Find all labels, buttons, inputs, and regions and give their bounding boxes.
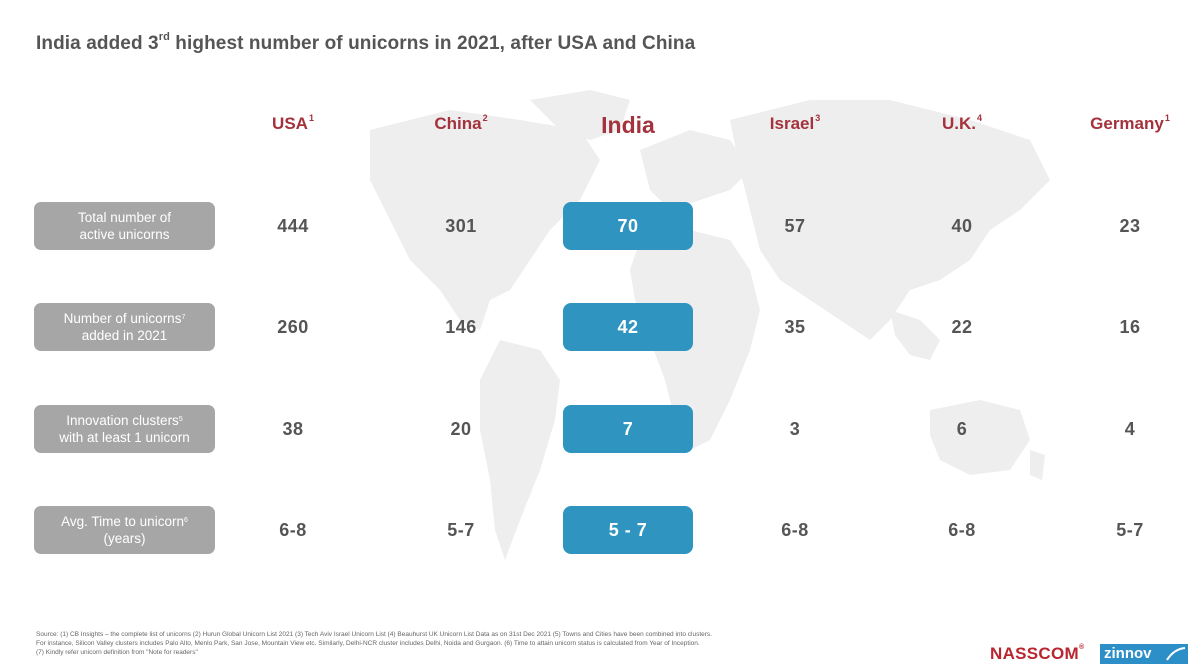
table-cell: 3 <box>789 419 801 439</box>
table-cell: 6-8 <box>781 520 809 540</box>
world-map-background <box>370 90 1050 560</box>
table-cell: 23 <box>1119 216 1141 236</box>
column-header-usa: USA1 <box>272 113 314 133</box>
column-header-india: India <box>601 112 655 138</box>
table-cell: 146 <box>445 317 477 337</box>
table-cell: 5-7 <box>447 520 475 540</box>
row-label-avg-time: Avg. Time to unicorn6 (years) <box>34 506 215 554</box>
row-label-innovation-clusters: Innovation clusters5 with at least 1 unic… <box>34 405 215 453</box>
india-cell-time: 5 - 7 <box>563 506 693 554</box>
india-cell-added: 42 <box>563 303 693 351</box>
table-cell: 6-8 <box>948 520 976 540</box>
table-cell: 35 <box>784 317 806 337</box>
column-header-israel: Israel3 <box>769 113 821 133</box>
table-cell: 38 <box>282 419 304 439</box>
table-cell: 22 <box>951 317 973 337</box>
zinnov-swoosh-icon <box>1166 647 1186 661</box>
table-cell: 6-8 <box>279 520 307 540</box>
table-cell: 5-7 <box>1116 520 1144 540</box>
table-cell: 57 <box>784 216 806 236</box>
row-label-unicorns-added: Number of unicorns7 added in 2021 <box>34 303 215 351</box>
column-header-uk: U.K.4 <box>941 113 983 133</box>
nasscom-logo: NASSCOM® <box>990 644 1085 663</box>
table-cell: 16 <box>1119 317 1141 337</box>
column-header-china: China2 <box>434 113 488 133</box>
zinnov-logo: zinnov <box>1100 644 1188 664</box>
row-label-total-unicorns: Total number of active unicorns <box>34 202 215 250</box>
table-cell: 301 <box>445 216 477 236</box>
table-cell: 444 <box>277 216 309 236</box>
india-cell-total: 70 <box>563 202 693 250</box>
source-footnote: Source: (1) CB Insights – the complete l… <box>36 631 712 656</box>
chart-title: India added 3rd highest number of unicor… <box>36 31 696 54</box>
table-cell: 260 <box>277 317 309 337</box>
table-cell: 6 <box>956 419 968 439</box>
table-cell: 40 <box>951 216 973 236</box>
table-cell: 4 <box>1124 419 1136 439</box>
column-header-germany: Germany1 <box>1090 113 1170 133</box>
india-cell-clusters: 7 <box>563 405 693 453</box>
table-cell: 20 <box>450 419 472 439</box>
